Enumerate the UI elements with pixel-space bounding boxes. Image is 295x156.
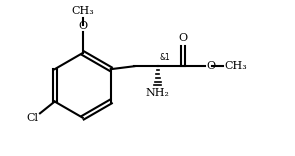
Text: CH₃: CH₃ — [71, 6, 94, 16]
Text: NH₂: NH₂ — [146, 88, 170, 98]
Text: O: O — [178, 33, 187, 43]
Text: O: O — [78, 21, 87, 31]
Text: Cl: Cl — [27, 113, 39, 123]
Text: O: O — [206, 61, 216, 71]
Text: CH₃: CH₃ — [224, 61, 247, 71]
Text: &1: &1 — [159, 53, 170, 62]
